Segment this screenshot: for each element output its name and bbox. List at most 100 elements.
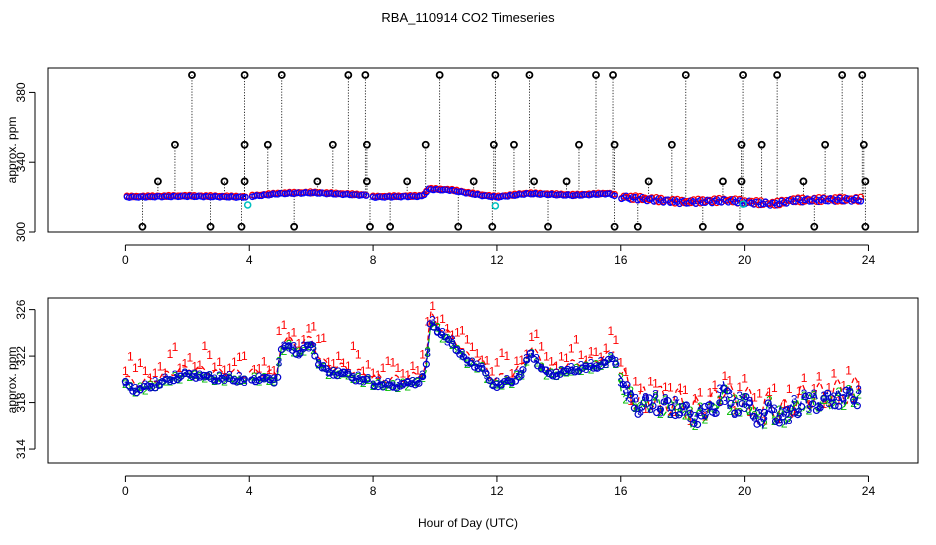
- bottom-series-1-marker: 1: [523, 347, 530, 361]
- top-outlier-point: [681, 71, 690, 79]
- bottom-x-tick-label: 24: [862, 484, 876, 498]
- top-outlier-point: [757, 140, 766, 149]
- bottom-series-1-marker: 1: [568, 342, 575, 356]
- bottom-series-2-marker: 2: [593, 358, 600, 372]
- bottom-series-3-marker: 3: [469, 355, 476, 369]
- bottom-series-3-point: [664, 397, 672, 405]
- top-series-blue-point: [362, 192, 370, 199]
- bottom-series-3-point: [374, 383, 382, 391]
- bottom-series-1-marker: 1: [256, 361, 263, 375]
- bottom-series-2-marker: 2: [454, 343, 461, 357]
- bottom-series-1-marker: 1: [548, 355, 555, 369]
- bottom-series-2-marker: 2: [612, 357, 619, 371]
- bottom-series-1-marker: 1: [286, 329, 293, 343]
- bottom-series-3-point: [853, 402, 861, 410]
- bottom-series-3-point: [404, 378, 412, 386]
- bottom-series-3-point: [515, 373, 523, 381]
- bottom-series-1-marker: 1: [350, 339, 357, 353]
- bottom-series-1-marker: 1: [454, 326, 461, 340]
- bottom-series-2-marker: 2: [385, 380, 392, 394]
- bottom-series-3-marker: 3: [419, 368, 426, 382]
- bottom-series-3-point: [508, 378, 516, 386]
- bottom-series-3-point: [307, 341, 315, 349]
- top-outlier-point: [362, 140, 371, 149]
- bottom-series-3-point: [660, 398, 668, 406]
- top-plot-frame: [47, 67, 919, 233]
- bottom-series-3-point: [705, 401, 713, 409]
- bottom-series-3-point: [411, 381, 419, 389]
- bottom-series-3-point: [716, 399, 724, 407]
- bottom-series-3-marker: 3: [855, 383, 862, 397]
- bottom-series-1-marker: 1: [627, 394, 634, 408]
- bottom-series-1-marker: 1: [771, 381, 778, 395]
- top-outlier-point: [154, 177, 162, 186]
- bottom-series-1-marker: 1: [315, 332, 322, 346]
- top-series-blue-point: [581, 191, 588, 198]
- bottom-series-3-point: [738, 400, 746, 408]
- bottom-series-2-marker: 2: [816, 401, 823, 415]
- bottom-series-3-point: [734, 409, 743, 417]
- bottom-series-1-marker: 1: [122, 364, 129, 378]
- top-x-tick-label: 4: [246, 253, 253, 267]
- bottom-series-3-point: [850, 396, 858, 404]
- bottom-series-1-marker: 1: [211, 360, 218, 374]
- top-outlier-point: [525, 71, 534, 79]
- bottom-series-1-marker: 1: [434, 314, 441, 328]
- bottom-series-3-marker: 3: [122, 376, 129, 390]
- bottom-series-1-marker: 1: [776, 412, 783, 426]
- bottom-series-3-marker: 3: [444, 335, 451, 349]
- bottom-series-1-marker: 1: [261, 355, 268, 369]
- top-outlier-point: [240, 140, 249, 149]
- top-outlier-point: [237, 222, 246, 231]
- bottom-series-1-marker: 1: [216, 355, 223, 369]
- bottom-series-1-marker: 1: [484, 353, 491, 367]
- bottom-series-2-marker: 2: [122, 377, 129, 391]
- bottom-series-3-marker: 3: [375, 374, 382, 388]
- bottom-series-3-marker: 3: [494, 375, 501, 389]
- bottom-series-3-point: [612, 360, 620, 368]
- bottom-series-3-point: [333, 372, 341, 380]
- bottom-series-1-marker: 1: [811, 381, 818, 395]
- bottom-series-2-marker: 2: [251, 370, 258, 384]
- bottom-series-1-marker: 1: [290, 325, 297, 339]
- bottom-series-3-point: [541, 366, 549, 374]
- top-x-tick-label: 8: [370, 253, 377, 267]
- bottom-series-1-marker: 1: [513, 354, 520, 368]
- bottom-series-2-marker: 2: [167, 375, 174, 389]
- bottom-series-1-marker: 1: [667, 380, 674, 394]
- bottom-series-2-marker: 2: [399, 376, 406, 390]
- top-outlier-point: [644, 177, 653, 186]
- top-series-blue-point: [242, 193, 249, 201]
- bottom-series-1-marker: 1: [741, 372, 748, 386]
- bottom-series-3-marker: 3: [523, 352, 530, 366]
- bottom-series-3-marker: 3: [672, 394, 679, 408]
- bottom-series-2-marker: 2: [266, 374, 273, 388]
- bottom-series-1-marker: 1: [360, 364, 367, 378]
- top-outlier-point: [861, 222, 870, 231]
- bottom-series-3-marker: 3: [315, 357, 322, 371]
- top-y-axis-label: approx. ppm: [5, 117, 19, 184]
- bottom-series-3-point: [311, 352, 319, 360]
- bottom-series-2-marker: 2: [261, 371, 268, 385]
- bottom-series-3-point: [586, 362, 594, 371]
- bottom-series-1-marker: 1: [647, 375, 654, 389]
- bottom-series-1-marker: 1: [320, 331, 327, 345]
- bottom-series-3-point: [344, 370, 352, 378]
- bottom-series-3-point: [768, 406, 776, 414]
- bottom-series-3-point: [430, 323, 438, 331]
- bottom-series-1-marker: 1: [553, 359, 560, 373]
- chart-title: RBA_110914 CO2 Timeseries: [381, 10, 555, 25]
- bottom-series-2-marker: 2: [682, 408, 689, 422]
- top-outlier-point: [737, 140, 746, 149]
- bottom-series-2-marker: 2: [449, 338, 456, 352]
- bottom-series-3-marker: 3: [325, 365, 332, 379]
- bottom-series-3-marker: 3: [756, 407, 763, 421]
- bottom-series-1-marker: 1: [662, 380, 669, 394]
- bottom-series-3-marker: 3: [598, 355, 605, 369]
- bottom-series-3-marker: 3: [781, 405, 788, 419]
- top-outlier-point: [366, 222, 374, 231]
- bottom-series-3-point: [708, 408, 717, 416]
- bottom-series-3-point: [504, 377, 512, 385]
- bottom-series-1-marker: 1: [474, 346, 481, 360]
- bottom-series-3-marker: 3: [816, 400, 823, 414]
